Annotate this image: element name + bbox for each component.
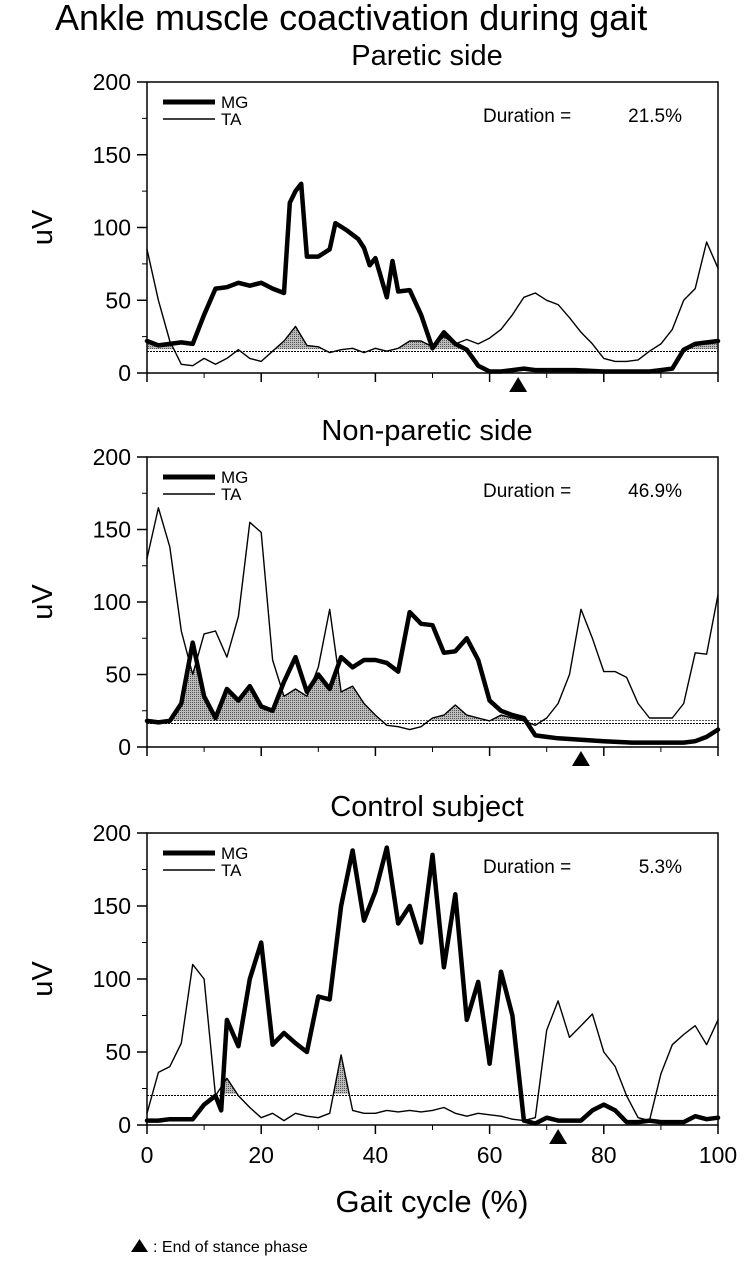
paretic-series-mg [144,181,721,374]
non-paretic-series-mg [144,609,721,745]
non-paretic-y-tick-label: 0 [118,734,131,760]
paretic-chart-title: Paretic side [351,40,503,72]
control-y-tick-label: 0 [118,1112,131,1138]
paretic-y-tick-label: 100 [93,215,131,241]
x-axis-label: Gait cycle (%) [336,1184,529,1219]
control-series-ta [146,963,719,1122]
control-x-tick-label: 60 [477,1142,503,1168]
control-legend-ta-label: TA [221,861,242,880]
control-y-tick-label: 200 [93,820,131,846]
non-paretic-y-tick-label: 100 [93,589,131,615]
control-y-tick-label: 50 [105,1039,131,1065]
paretic-legend-mg-label: MG [221,93,248,112]
control-duration-value: 5.3% [639,857,682,878]
footnote: : End of stance phase [131,1239,308,1256]
control-y-tick-label: 100 [93,966,131,992]
control-y-axis-label: uV [27,961,59,997]
control-y-tick-label: 150 [93,893,131,919]
non-paretic-y-tick-label: 150 [93,517,131,543]
chart-control: Control subject uV 0 50 100 150 200 0 20 40 60 80 10… [27,791,737,1168]
non-paretic-duration-value: 46.9% [628,481,682,502]
footnote-text: : End of stance phase [153,1239,308,1256]
control-stance-end-marker [549,1129,568,1144]
non-paretic-legend-ta-label: TA [221,485,242,504]
non-paretic-chart-title: Non-paretic side [321,415,532,447]
control-x-tick-label: 100 [699,1142,737,1168]
non-paretic-y-tick-label: 50 [105,662,131,688]
figure-title: Ankle muscle coactivation during gait [55,0,647,38]
paretic-y-tick-label: 0 [118,360,131,386]
non-paretic-duration-label: Duration = [483,481,571,502]
non-paretic-threshold-line [147,720,718,725]
non-paretic-y-tick-label: 200 [93,444,131,470]
control-chart-title: Control subject [330,791,523,823]
control-x-tick-label: 20 [248,1142,274,1168]
control-duration-label: Duration = [483,857,571,878]
control-x-tick-label: 0 [141,1142,154,1168]
control-legend-mg-label: MG [221,844,248,863]
non-paretic-y-axis-label: uV [27,584,59,620]
control-series-mg [144,845,721,1126]
paretic-y-axis-label: uV [27,209,59,245]
paretic-series-ta [146,241,719,367]
stance-end-legend-marker [131,1239,148,1252]
control-threshold-line [147,1093,718,1098]
paretic-duration-value: 21.5% [628,106,682,127]
paretic-duration-label: Duration = [483,106,571,127]
non-paretic-legend-mg-label: MG [221,468,248,487]
paretic-y-tick-label: 200 [93,69,131,95]
non-paretic-stance-end-marker [571,751,590,766]
control-coactivation-area [147,1054,718,1096]
control-x-tick-label: 80 [591,1142,617,1168]
paretic-y-tick-label: 50 [105,287,131,313]
control-x-tick-label: 40 [363,1142,389,1168]
non-paretic-series-ta [146,507,719,731]
paretic-stance-end-marker [509,377,528,392]
paretic-coactivation-area [147,326,718,352]
non-paretic-coactivation-area [147,662,718,723]
paretic-threshold-line [147,349,718,354]
paretic-y-tick-label: 150 [93,142,131,168]
paretic-legend-ta-label: TA [221,110,242,129]
